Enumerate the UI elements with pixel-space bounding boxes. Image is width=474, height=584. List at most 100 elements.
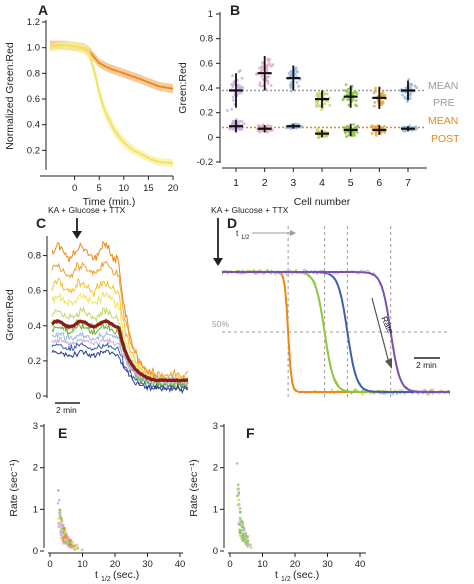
b-pre-point — [409, 93, 412, 96]
f-point — [244, 532, 248, 535]
b-post-point — [269, 124, 273, 128]
b-y-tick-label: 0.8 — [200, 34, 213, 45]
b-pre-point — [237, 91, 241, 95]
b-pre-point — [232, 98, 235, 102]
b-pre-point — [232, 80, 236, 84]
a-y-tick-label: 0.4 — [27, 120, 40, 131]
b-pre-point — [288, 74, 292, 78]
b-pre-point — [314, 103, 318, 106]
b-pre-point — [415, 86, 419, 90]
f-x-tick-label: 40 — [355, 559, 366, 570]
f-point — [239, 518, 243, 522]
f-point — [244, 539, 247, 543]
panel-f: F 0 1 2 3 0 10 20 30 40 Rate (sec⁻¹) t 1/2 (sec… — [188, 421, 366, 583]
b-pre-point — [266, 63, 270, 67]
b-pre-point — [287, 72, 291, 75]
d-stimulus-arrow — [213, 218, 223, 266]
b-x-tick-label: 3 — [290, 177, 296, 189]
b-pre-point — [355, 92, 359, 95]
d-raw-trace — [221, 268, 451, 396]
f-x-tick-label: 20 — [290, 559, 301, 570]
panel-a-plot — [49, 40, 174, 167]
b-y-tick-label: 0.4 — [200, 83, 213, 94]
a-x-tick-label: 5 — [97, 183, 102, 194]
b-pre-point — [345, 90, 349, 94]
b-pre-point — [265, 69, 269, 73]
b-pre-point — [260, 65, 264, 68]
e-x-label-main: t — [95, 569, 98, 581]
e-point — [66, 544, 70, 548]
b-x-tick-label: 4 — [319, 177, 325, 189]
b-post-point — [352, 122, 355, 126]
b-pre-point — [405, 100, 409, 103]
b-post-point — [370, 132, 374, 135]
e-point — [57, 523, 61, 527]
b-pre-point — [317, 95, 321, 99]
f-point — [238, 510, 242, 514]
f-point — [245, 537, 249, 540]
d-rate-arrowhead — [385, 358, 392, 369]
panel-b-plot — [222, 55, 426, 140]
f-point — [245, 542, 248, 546]
b-pre-point — [317, 91, 321, 95]
d-t-half-arrow — [252, 230, 296, 236]
a-y-tick-label: 0.2 — [27, 145, 40, 156]
b-pre-point — [407, 78, 411, 81]
panel-c: C KA + Glucose + TTX 0 0.2 0.4 0.6 0.8 Green… — [4, 205, 189, 415]
f-point — [247, 543, 251, 547]
panel-e: E 0 1 2 3 0 10 20 30 40 Rate (sec⁻¹) t 1/2 (sec… — [8, 421, 185, 583]
panel-letter-b: B — [230, 2, 240, 18]
b-x-tick-label: 2 — [262, 177, 268, 189]
f-point — [238, 528, 241, 532]
e-point — [59, 533, 63, 537]
b-mean-post-label-1: MEAN — [428, 115, 458, 127]
b-post-point — [236, 127, 240, 131]
f-point — [240, 525, 244, 529]
a-y-label: Normalized Green:Red — [4, 42, 16, 150]
e-y-ticks: 0 1 2 3 — [33, 421, 44, 557]
b-post-point — [239, 127, 242, 131]
d-rate-arrow — [371, 297, 390, 364]
panel-letter-f: F — [246, 425, 255, 441]
c-y-tick-label: 0.6 — [28, 286, 41, 297]
c-scalebar-label: 2 min — [56, 405, 77, 415]
f-point — [238, 534, 242, 537]
b-pre-point — [261, 62, 265, 65]
f-y-tick-label: 2 — [213, 463, 218, 474]
b-pre-point — [293, 73, 297, 76]
e-point — [57, 525, 61, 529]
f-y-tick-label: 0 — [213, 546, 218, 557]
panel-letter-e: E — [58, 425, 67, 441]
e-point — [61, 523, 65, 527]
a-x-ticks: 0 5 10 15 20 — [72, 176, 178, 194]
panel-f-plot — [235, 462, 253, 549]
b-pre-point — [258, 83, 262, 87]
panel-letter-d: D — [227, 215, 237, 231]
b-pre-point — [255, 72, 258, 76]
b-pre-point — [269, 64, 273, 68]
panel-letter-a: A — [38, 2, 48, 18]
e-point — [80, 548, 84, 552]
e-y-tick-label: 3 — [33, 421, 38, 432]
b-pre-point — [344, 83, 348, 87]
f-y-label: Rate (sec⁻¹) — [188, 459, 200, 516]
e-point — [60, 536, 63, 539]
b-pre-point — [295, 70, 299, 73]
b-y-tick-label: 1 — [208, 9, 213, 20]
b-post-point — [347, 133, 351, 137]
a-x-tick-label: 10 — [119, 183, 130, 194]
a-y-tick-label: 1.0 — [27, 43, 40, 54]
e-point — [69, 546, 72, 549]
b-pre-point — [239, 85, 243, 88]
f-point — [241, 532, 245, 535]
b-pre-point — [347, 103, 351, 107]
e-y-tick-label: 0 — [33, 546, 38, 557]
e-x-ticks: 0 10 20 30 40 — [47, 553, 185, 570]
e-x-label-unit: (sec.) — [113, 569, 139, 581]
b-pre-point — [413, 84, 417, 88]
e-point — [56, 501, 60, 505]
d-t-half-label: t — [236, 228, 239, 238]
b-post-point — [238, 119, 242, 123]
b-pre-point — [403, 96, 407, 99]
